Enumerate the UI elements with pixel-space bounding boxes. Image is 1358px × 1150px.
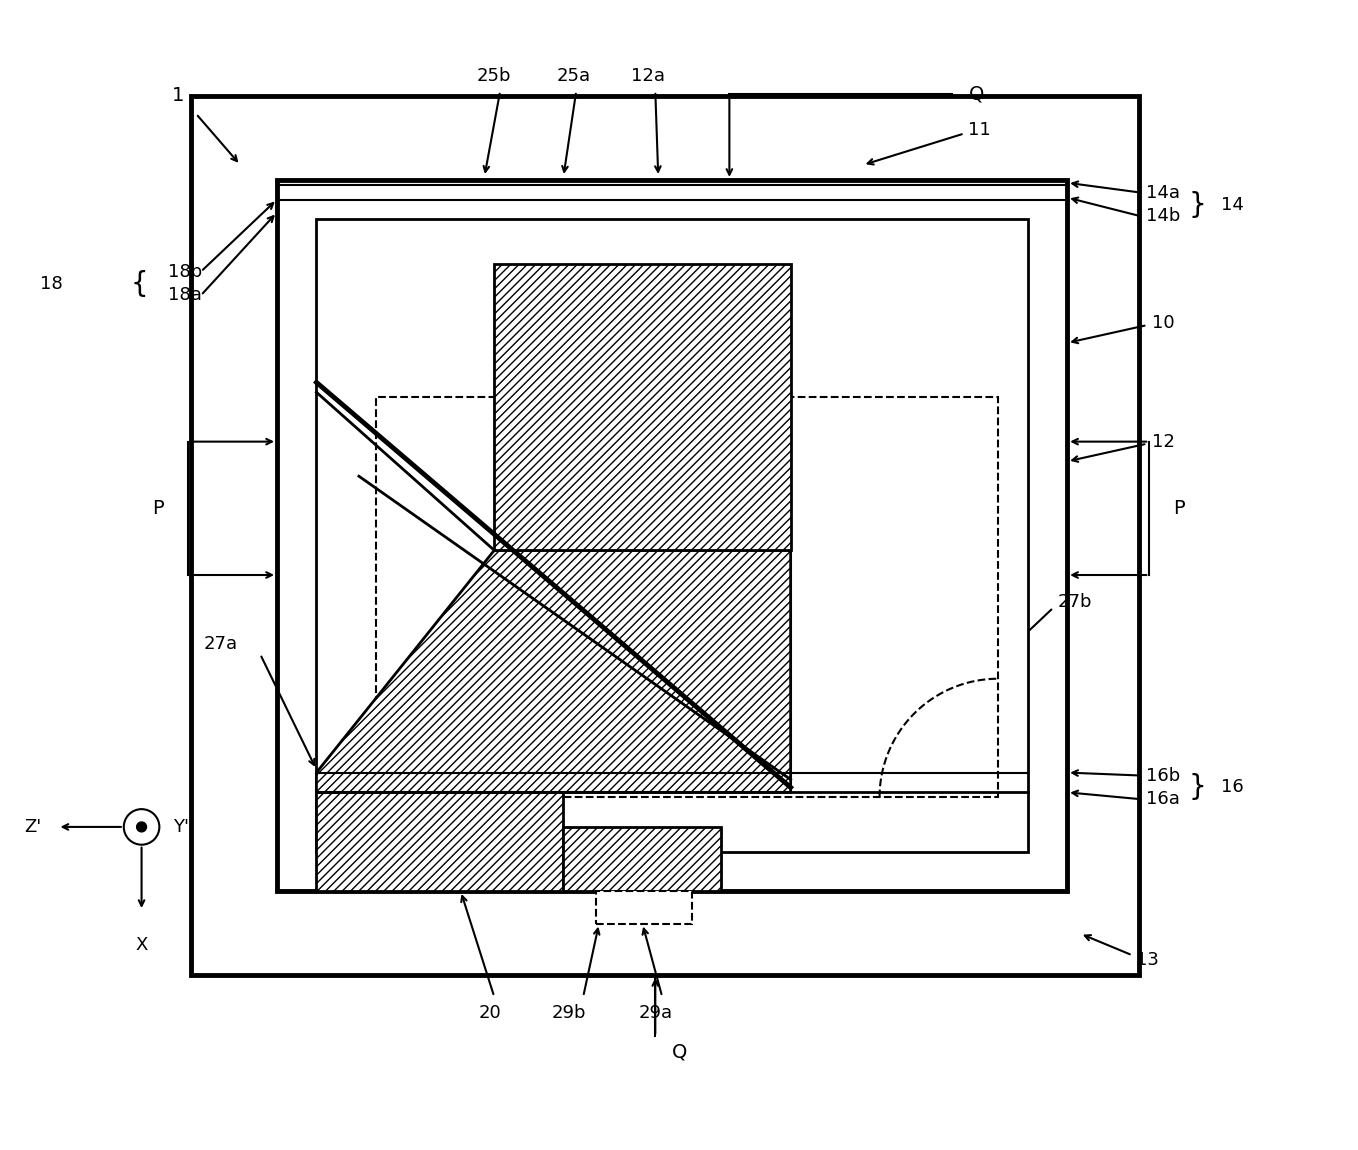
Text: 16b: 16b (1146, 767, 1180, 784)
Text: 18b: 18b (168, 262, 202, 281)
Text: P: P (152, 499, 164, 519)
Text: 10: 10 (1152, 314, 1175, 332)
Text: {: { (130, 269, 148, 298)
Text: 16: 16 (1221, 779, 1244, 797)
Text: 27a: 27a (204, 635, 238, 653)
Circle shape (137, 822, 147, 831)
Text: 29b: 29b (553, 1004, 587, 1021)
Text: 12b: 12b (636, 626, 669, 643)
Text: X: X (136, 936, 148, 953)
Text: }: } (1188, 774, 1206, 802)
Text: Q: Q (968, 84, 983, 103)
Text: 12c: 12c (352, 432, 384, 451)
Text: 13: 13 (1137, 951, 1160, 969)
Bar (376, 397, 998, 797)
Text: 12a: 12a (631, 67, 665, 85)
Text: 27b: 27b (1058, 592, 1092, 611)
Text: 11: 11 (968, 122, 991, 139)
Polygon shape (316, 551, 790, 792)
Text: 12: 12 (1152, 432, 1175, 451)
Text: 1: 1 (172, 86, 185, 106)
Text: 25b: 25b (477, 67, 512, 85)
Bar (277, 179, 1067, 891)
Bar (494, 263, 790, 551)
Text: }: } (1188, 191, 1206, 218)
Text: Z': Z' (24, 818, 42, 836)
Text: 20: 20 (479, 1004, 501, 1021)
Text: 14a: 14a (1146, 184, 1180, 201)
Bar (316, 792, 564, 891)
Text: 14: 14 (1221, 196, 1244, 214)
Text: 18a: 18a (168, 286, 202, 305)
Text: 16a: 16a (1146, 790, 1180, 808)
Bar (316, 220, 1028, 852)
Bar (191, 95, 1139, 975)
Text: 18: 18 (39, 275, 62, 292)
Text: 14b: 14b (1146, 207, 1180, 225)
Text: P: P (1173, 499, 1184, 519)
Bar (564, 827, 721, 891)
Text: 29a: 29a (638, 1004, 672, 1021)
Text: 25a: 25a (557, 67, 591, 85)
Text: Q: Q (672, 1043, 687, 1061)
Text: Y': Y' (174, 818, 189, 836)
Bar (596, 891, 691, 923)
